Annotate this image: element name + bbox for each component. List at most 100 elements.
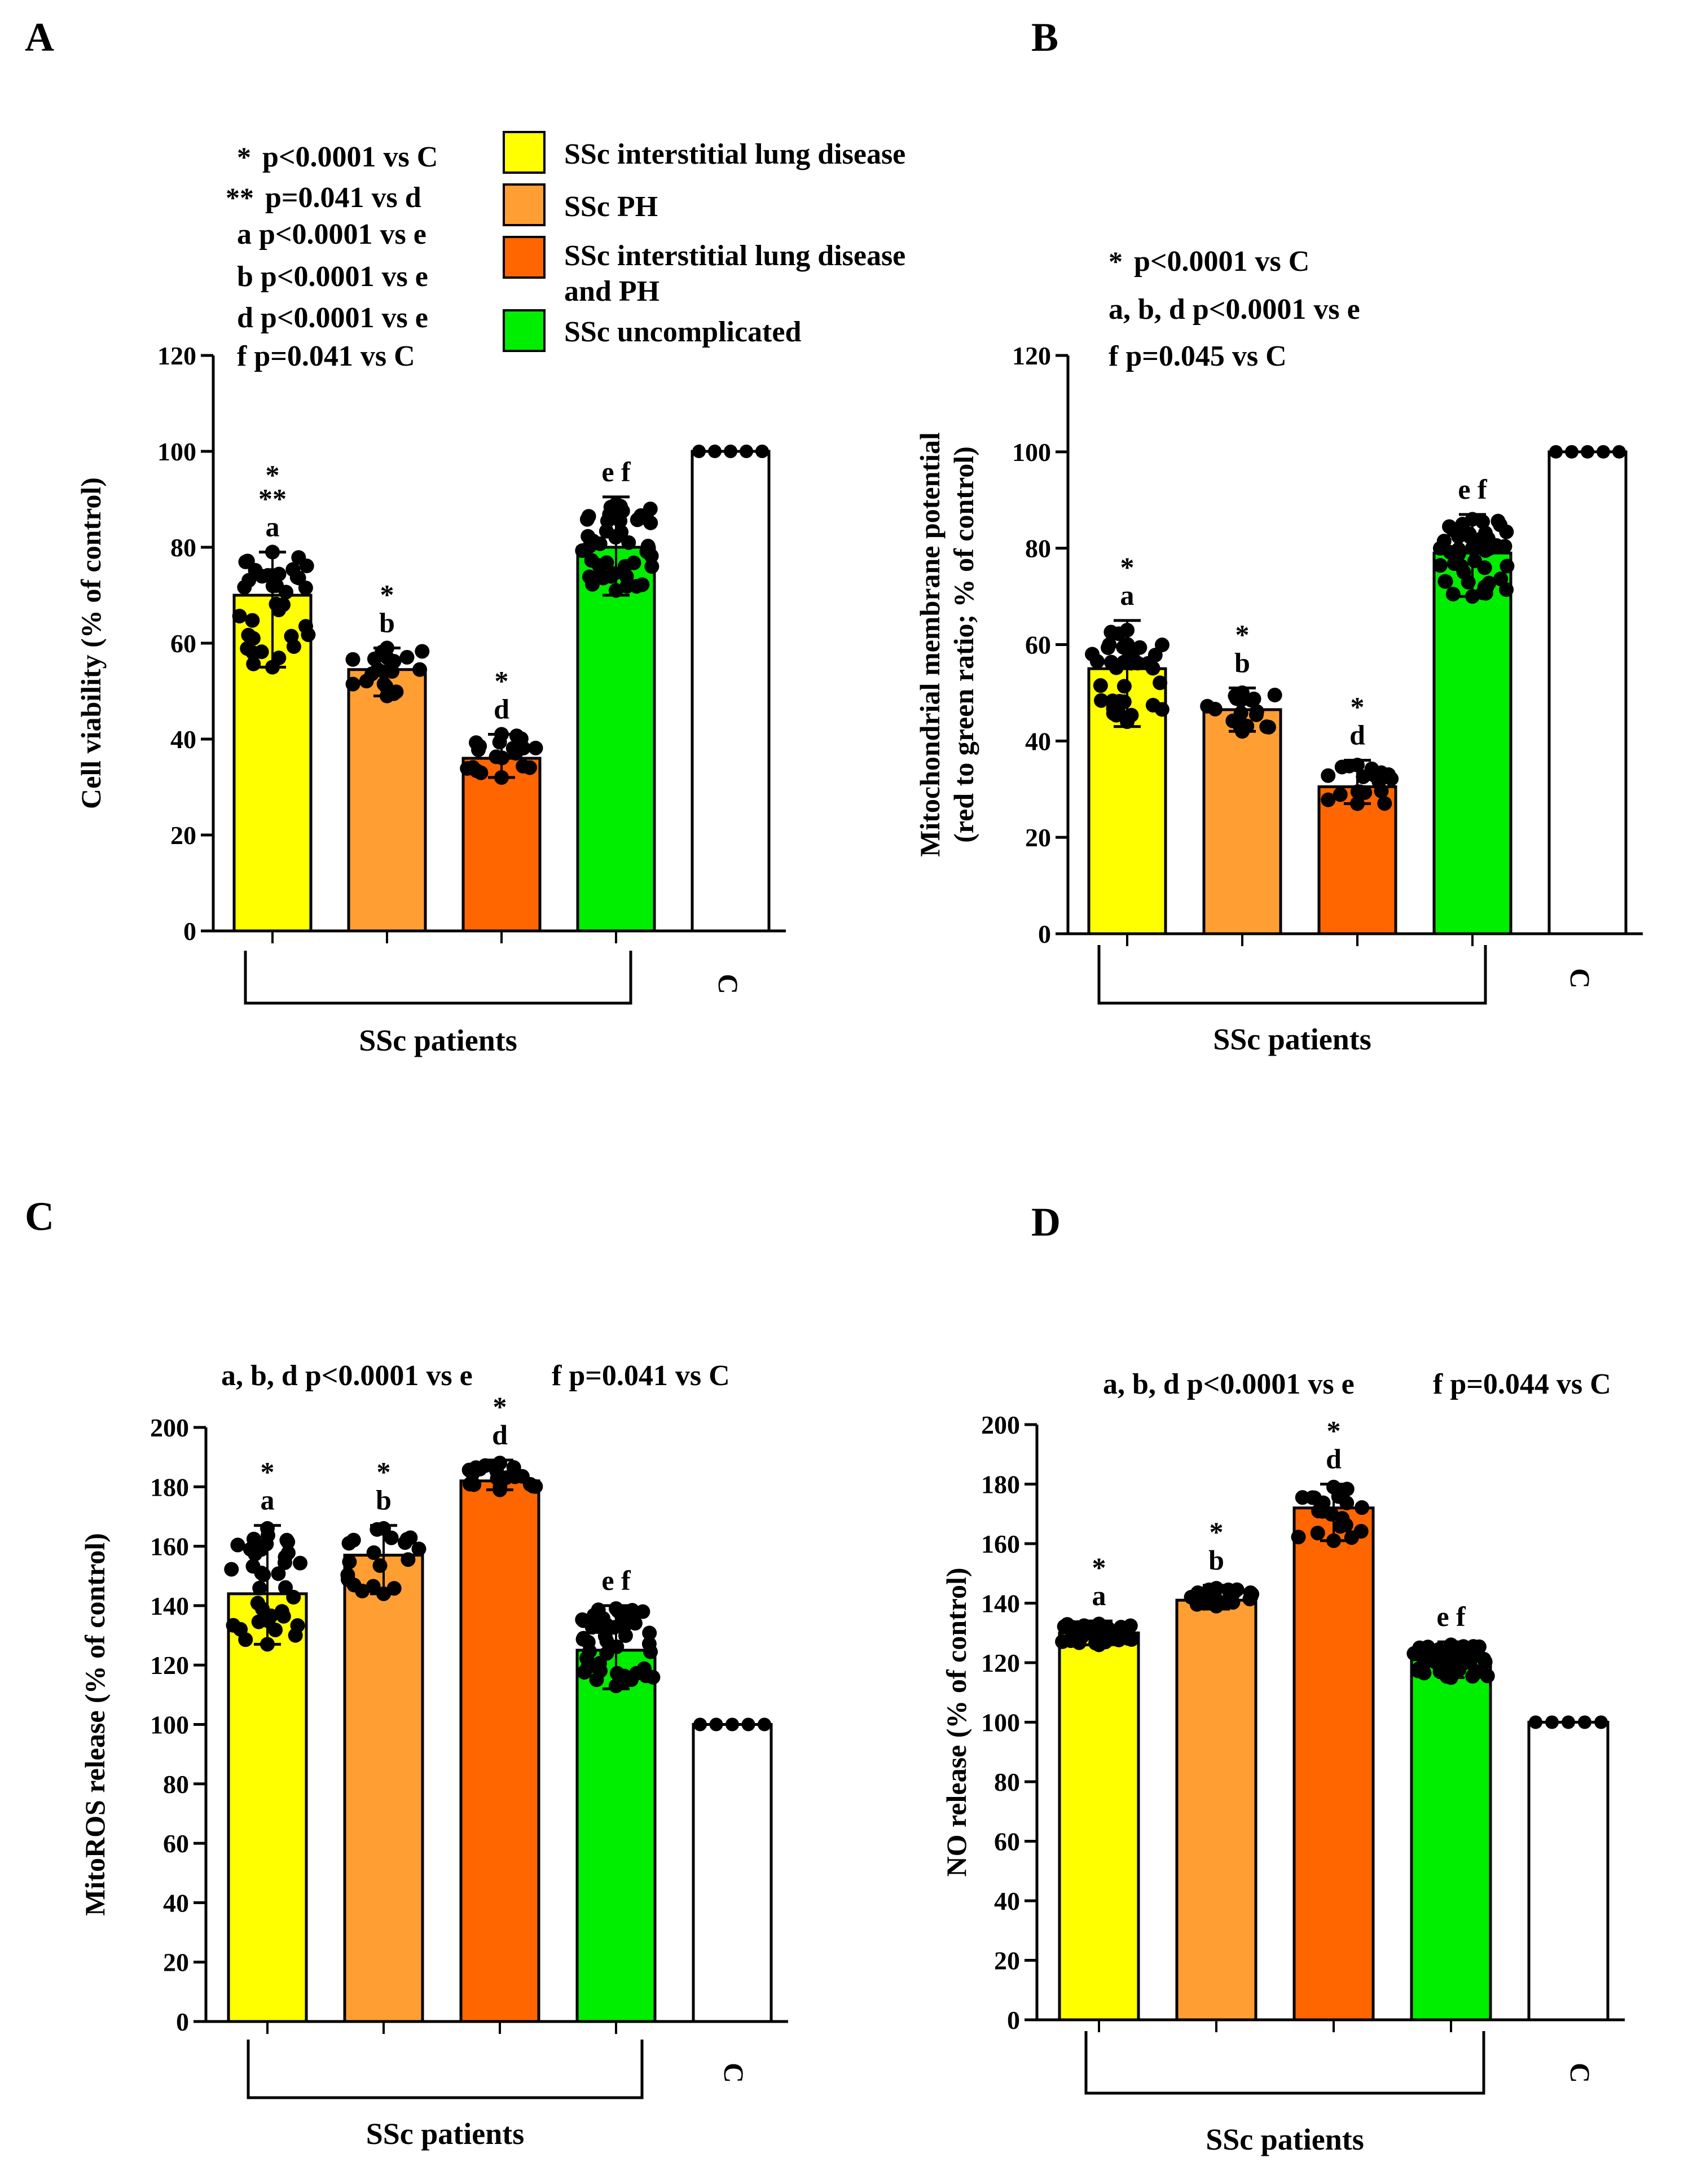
- data-point: [1432, 558, 1448, 573]
- data-point: [1245, 1587, 1260, 1602]
- data-point: [1094, 693, 1109, 708]
- data-point: [384, 664, 399, 679]
- y-tick-label: 80: [163, 1770, 189, 1799]
- data-point: [493, 1482, 507, 1497]
- x-group-label: SSc patients: [359, 1023, 517, 1057]
- y-tick-label: 160: [150, 1532, 189, 1561]
- data-point: [380, 640, 394, 656]
- data-point: [1075, 1625, 1091, 1641]
- significance-label: *: [266, 459, 280, 491]
- data-point: [271, 1566, 286, 1581]
- stats-note-symbol: *: [1109, 245, 1123, 277]
- significance-label: *: [493, 1391, 507, 1422]
- data-point: [1451, 547, 1466, 562]
- data-point: [635, 1604, 650, 1619]
- significance-label: **: [258, 483, 287, 515]
- data-point: [1444, 1670, 1458, 1685]
- y-tick-label: 100: [981, 1708, 1020, 1737]
- bar: [461, 757, 542, 933]
- y-tick-label: 20: [1025, 823, 1051, 852]
- data-point: [1154, 638, 1169, 653]
- data-point: [260, 1637, 275, 1652]
- stats-note: f p=0.041 vs C: [552, 1360, 730, 1392]
- data-point: [1116, 640, 1131, 655]
- data-point: [609, 583, 623, 598]
- data-point: [609, 1678, 623, 1694]
- data-point: [259, 1536, 274, 1552]
- significance-label: e f: [601, 456, 631, 487]
- data-point: [758, 1717, 771, 1732]
- data-point: [345, 676, 360, 692]
- data-point: [581, 509, 596, 524]
- bar: [575, 1649, 657, 2023]
- bar: [1432, 551, 1512, 935]
- bar: [347, 668, 427, 933]
- bar: [343, 1553, 424, 2023]
- data-point: [472, 739, 487, 754]
- stats-note: a p<0.0001 vs e: [237, 218, 427, 251]
- data-point: [1450, 1653, 1465, 1668]
- data-point: [755, 445, 769, 458]
- data-point: [1500, 559, 1515, 574]
- data-point: [1221, 1582, 1236, 1597]
- data-point: [627, 1616, 643, 1631]
- data-point: [1578, 1715, 1591, 1729]
- significance-label: d: [1349, 719, 1365, 751]
- data-point: [246, 1531, 261, 1546]
- bar: [1058, 1631, 1140, 2022]
- panel-letter-b: B: [1031, 15, 1058, 60]
- bar: [1175, 1598, 1257, 2022]
- data-point: [1114, 1620, 1129, 1635]
- data-point: [643, 502, 658, 517]
- panel-letter-a: A: [25, 15, 54, 60]
- data-point: [693, 1717, 707, 1732]
- significance-label: *: [1327, 1415, 1341, 1447]
- significance-label: d: [1326, 1443, 1342, 1475]
- patients-bracket: [247, 2040, 644, 2099]
- data-point: [582, 569, 597, 585]
- data-point: [1549, 445, 1563, 459]
- significance-label: e f: [1436, 1601, 1466, 1632]
- data-point: [290, 1618, 305, 1633]
- y-tick-label: 100: [150, 1711, 189, 1739]
- patients-bracket: [1097, 945, 1487, 1005]
- panel-letter-d: D: [1031, 1199, 1061, 1245]
- data-point: [286, 1589, 301, 1605]
- significance-label: a: [261, 1484, 275, 1516]
- data-point: [495, 750, 510, 766]
- data-point: [1562, 1715, 1575, 1729]
- significance-label: *: [1210, 1516, 1224, 1548]
- data-point: [1470, 1644, 1485, 1659]
- y-tick-label: 20: [170, 821, 196, 850]
- y-tick-label: 100: [1012, 438, 1051, 467]
- y-tick-label: 120: [157, 341, 196, 370]
- bar: [1410, 1658, 1492, 2022]
- bar: [692, 1723, 773, 2023]
- data-point: [528, 740, 543, 755]
- data-point: [593, 566, 608, 582]
- legend-swatch-ild-ph: [503, 236, 546, 279]
- significance-label: *: [261, 1456, 275, 1488]
- data-point: [1132, 640, 1147, 655]
- data-point: [1209, 1598, 1224, 1614]
- data-point: [592, 1656, 607, 1671]
- data-point: [1291, 1530, 1306, 1545]
- data-point: [359, 674, 374, 689]
- y-tick-label: 40: [170, 725, 196, 754]
- data-point: [1454, 559, 1469, 574]
- data-point: [238, 554, 253, 569]
- data-point: [645, 1669, 661, 1685]
- data-point: [265, 660, 280, 675]
- y-tick-label: 80: [1025, 534, 1051, 563]
- data-point: [246, 656, 261, 671]
- data-point: [1109, 660, 1124, 675]
- data-point: [301, 627, 316, 642]
- significance-label: *: [1092, 1552, 1106, 1583]
- data-point: [467, 1477, 482, 1492]
- data-point: [494, 770, 509, 785]
- stats-note: f p=0.041 vs C: [237, 340, 415, 372]
- stats-note: a, b, d p<0.0001 vs e: [1109, 293, 1360, 326]
- data-point: [726, 1717, 739, 1732]
- legend-swatch-ph: [503, 183, 546, 226]
- significance-label: *: [1120, 551, 1135, 583]
